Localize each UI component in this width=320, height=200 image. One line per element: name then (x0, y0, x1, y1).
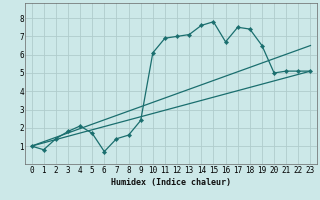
X-axis label: Humidex (Indice chaleur): Humidex (Indice chaleur) (111, 178, 231, 187)
